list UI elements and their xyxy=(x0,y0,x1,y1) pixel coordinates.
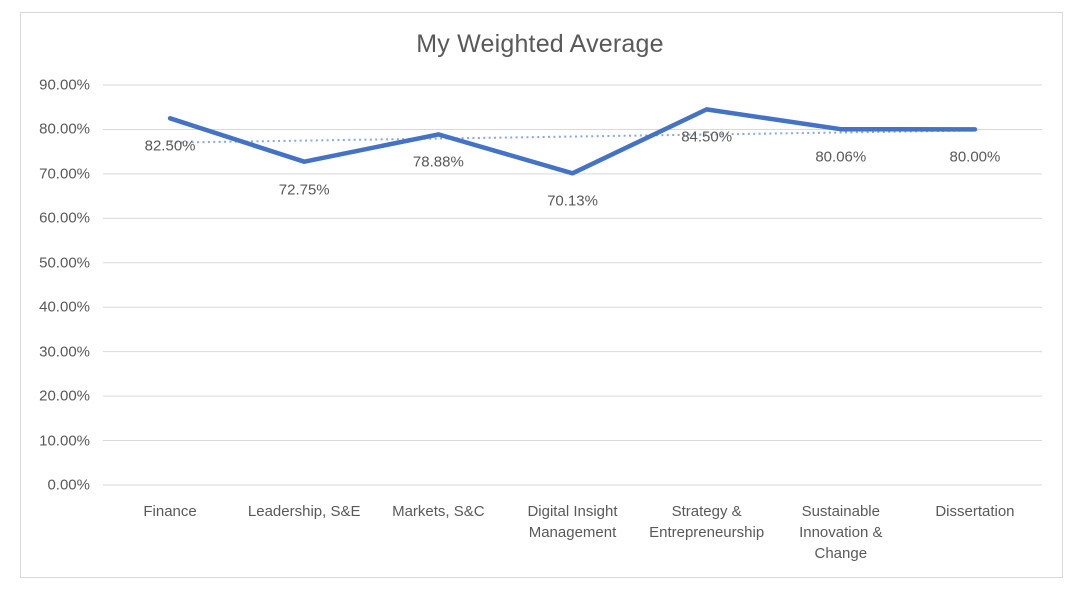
x-axis-category-label: Leadership, S&E xyxy=(247,503,361,520)
data-label: 72.75% xyxy=(278,181,330,199)
data-label: 84.50% xyxy=(681,128,733,146)
x-axis-category-label: Digital Insight Management xyxy=(527,503,618,541)
y-axis-tick-label: 40.00% xyxy=(39,298,90,316)
chart-frame xyxy=(20,12,1063,578)
data-label: 80.06% xyxy=(815,148,867,166)
trendline xyxy=(170,129,975,144)
y-axis-tick-label: 50.00% xyxy=(39,254,90,272)
y-axis-tick-label: 60.00% xyxy=(39,209,90,227)
x-axis-category-label: Finance xyxy=(143,503,197,520)
weighted-average-line xyxy=(167,107,978,176)
data-label: 70.13% xyxy=(547,192,598,210)
y-axis-tick-label: 30.00% xyxy=(39,343,90,361)
y-axis-tick-label: 80.00% xyxy=(39,120,90,138)
y-axis-tick-label: 70.00% xyxy=(39,165,90,183)
chart-title: My Weighted Average xyxy=(416,30,664,58)
x-axis-category-label: Dissertation xyxy=(935,503,1015,520)
x-axis-category-label: Sustainable Innovation & Change xyxy=(799,503,883,562)
x-axis-category-label: Markets, S&C xyxy=(392,503,485,520)
y-axis-tick-label: 90.00% xyxy=(39,76,90,94)
x-axis-category-label: Strategy & Entrepreneurship xyxy=(649,503,765,541)
y-axis-tick-label: 10.00% xyxy=(39,432,90,450)
data-label: 78.88% xyxy=(412,153,464,171)
data-label: 82.50% xyxy=(144,137,196,155)
y-axis-tick-label: 20.00% xyxy=(39,387,90,405)
y-axis-tick-label: 0.00% xyxy=(47,476,90,494)
data-label: 80.00% xyxy=(949,148,1001,166)
